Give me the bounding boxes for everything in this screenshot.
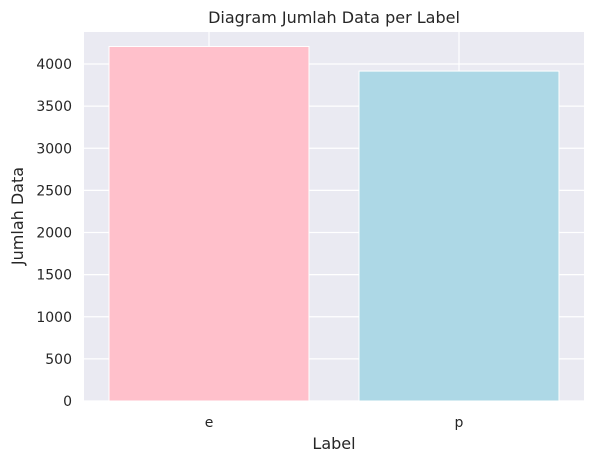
bar-p [359,71,559,401]
y-axis-ticks: 0 500 1000 1500 2000 2500 3000 3500 4000 [36,57,72,410]
y-tick-label: 500 [45,352,72,368]
y-tick-label: 4000 [36,57,72,73]
x-axis-label: Label [312,434,355,453]
y-tick-label: 1500 [36,268,72,284]
y-tick-label: 2000 [36,226,72,242]
bar-e [109,46,309,401]
y-tick-label: 1000 [36,310,72,326]
chart-title: Diagram Jumlah Data per Label [208,8,460,27]
y-tick-label: 3500 [36,99,72,115]
y-tick-label: 2500 [36,183,72,199]
y-tick-label: 0 [63,394,72,410]
y-tick-label: 3000 [36,141,72,157]
y-axis-label: Jumlah Data [8,167,27,266]
x-tick-label: p [455,415,464,431]
x-tick-label: e [205,415,214,431]
